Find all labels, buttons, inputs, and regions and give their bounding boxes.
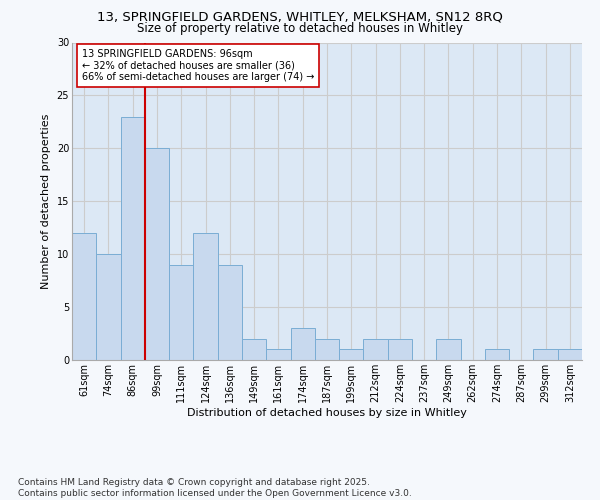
Bar (315, 339, 339, 360)
Bar (72, 233, 96, 360)
Bar (218, 265, 242, 360)
Bar (436, 339, 461, 360)
Text: 13 SPRINGFIELD GARDENS: 96sqm
← 32% of detached houses are smaller (36)
66% of s: 13 SPRINGFIELD GARDENS: 96sqm ← 32% of d… (82, 49, 314, 82)
Bar (364, 339, 388, 360)
Bar (169, 265, 193, 360)
Text: Size of property relative to detached houses in Whitley: Size of property relative to detached ho… (137, 22, 463, 35)
Text: 13, SPRINGFIELD GARDENS, WHITLEY, MELKSHAM, SN12 8RQ: 13, SPRINGFIELD GARDENS, WHITLEY, MELKSH… (97, 11, 503, 24)
Bar (290, 328, 315, 360)
Bar (485, 350, 509, 360)
Bar (266, 350, 290, 360)
Bar (242, 339, 266, 360)
Y-axis label: Number of detached properties: Number of detached properties (41, 114, 51, 289)
Bar (121, 116, 145, 360)
Bar (96, 254, 121, 360)
Bar (533, 350, 558, 360)
Bar (193, 233, 218, 360)
Bar (388, 339, 412, 360)
Text: Contains HM Land Registry data © Crown copyright and database right 2025.
Contai: Contains HM Land Registry data © Crown c… (18, 478, 412, 498)
Bar (339, 350, 364, 360)
Bar (558, 350, 582, 360)
X-axis label: Distribution of detached houses by size in Whitley: Distribution of detached houses by size … (187, 408, 467, 418)
Bar (145, 148, 169, 360)
